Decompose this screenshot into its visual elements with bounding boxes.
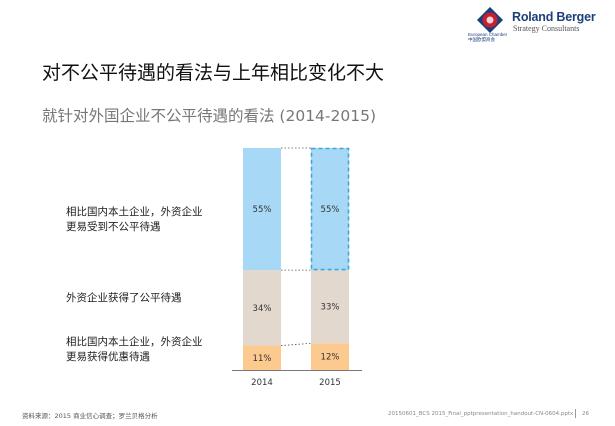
chamber-name: European Chamber 中国欧盟商会 [468,32,508,42]
data-label-2015-series-1: 33% [321,303,340,313]
label-fair-treatment: 外资企业获得了公平待遇 [66,292,182,304]
page-title: 对不公平待遇的看法与上年相比变化不大 [42,62,385,84]
data-label-2014-series-1: 34% [253,304,272,314]
connector-line-0 [280,342,312,346]
label-favorable-treatment: 相比国内本土企业，外资企业 更易获得优惠待遇 [66,336,203,363]
highlight-box [310,147,350,271]
data-label-2015-series-0: 12% [321,353,340,363]
brand-name: Roland Berger [512,10,596,24]
x-tick-label-2014: 2014 [251,378,273,388]
bar-2014-series-1 [243,270,281,346]
bar-2014-series-2 [243,148,281,271]
footer-divider [575,409,576,418]
file-name: 20150601_BCS 2015_Final_pptpresentation_… [388,411,574,417]
eu-chamber-emblem-icon [477,7,503,33]
x-tick-label-2015: 2015 [319,378,341,388]
bar-2015-series-2 [311,148,349,271]
chart-title: 就针对外国企业不公平待遇的看法 (2014-2015) [42,107,377,125]
data-label-2015-series-2: 55% [321,205,340,215]
page-number: 26 [582,411,589,417]
bar-2015-series-1 [311,270,349,344]
bar-2014-series-0 [243,345,281,370]
source-note: 资料来源：2015 商业信心调查；罗兰贝格分析 [22,412,158,420]
label-unfair-treatment: 相比国内本土企业，外资企业 更易受到不公平待遇 [66,206,203,233]
data-label-2014-series-0: 11% [253,354,272,364]
data-label-2014-series-2: 55% [253,205,272,215]
roland-berger-logo [477,7,503,33]
brand-subtitle: Strategy Consultants [513,24,580,33]
bar-2015-series-0 [311,343,349,370]
